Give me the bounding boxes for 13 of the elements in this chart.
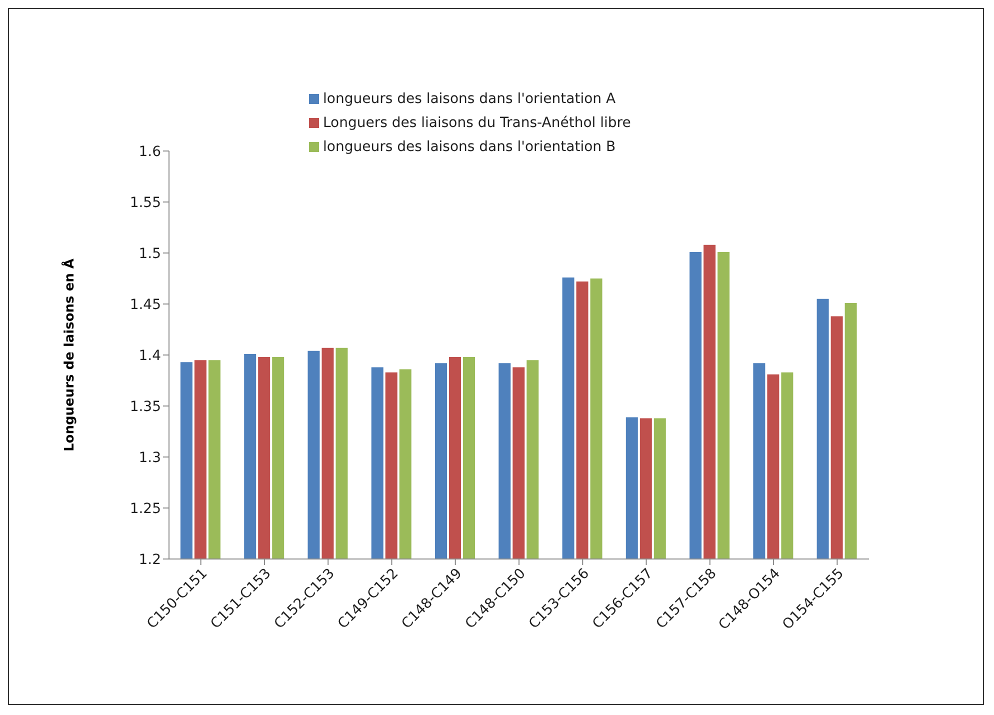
y-tick-label: 1.4 bbox=[138, 348, 162, 364]
y-tick-label: 1.55 bbox=[130, 194, 161, 211]
legend-label: longueurs des laisons dans l'orientation B bbox=[323, 139, 616, 155]
y-tick-label: 1.45 bbox=[130, 296, 161, 313]
legend-label: Longuers des liaisons du Trans-Anéthol libre bbox=[323, 115, 631, 131]
y-tick-label: 1.35 bbox=[130, 398, 161, 415]
y-tick-label: 1.25 bbox=[130, 500, 161, 517]
y-tick-label: 1.6 bbox=[138, 144, 162, 160]
legend-label: longueurs des laisons dans l'orientation A bbox=[323, 91, 616, 107]
y-axis-title: Longueurs de laisons en Å bbox=[60, 258, 78, 452]
y-tick-label: 1.2 bbox=[138, 552, 161, 568]
y-tick-label: 1.5 bbox=[138, 246, 161, 262]
y-tick-label: 1.3 bbox=[138, 450, 161, 466]
